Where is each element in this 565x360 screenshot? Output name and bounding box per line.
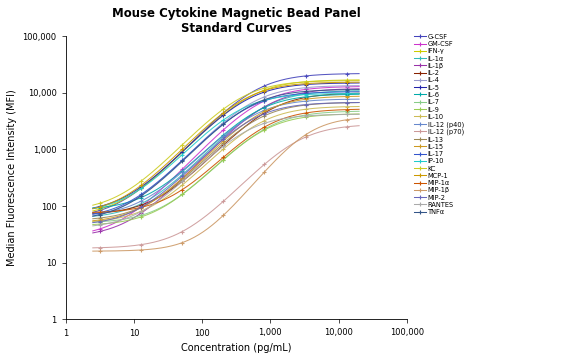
X-axis label: Concentration (pg/mL): Concentration (pg/mL) [181, 343, 292, 353]
Title: Mouse Cytokine Magnetic Bead Panel
Standard Curves: Mouse Cytokine Magnetic Bead Panel Stand… [112, 7, 360, 35]
Legend: G-CSF, GM-CSF, IFN-γ, IL-1α, IL-1β, IL-2, IL-4, IL-5, IL-6, IL-7, IL-9, IL-10, I: G-CSF, GM-CSF, IFN-γ, IL-1α, IL-1β, IL-2… [414, 34, 464, 215]
Y-axis label: Median Fluorescence Intensity (MFI): Median Fluorescence Intensity (MFI) [7, 89, 17, 266]
